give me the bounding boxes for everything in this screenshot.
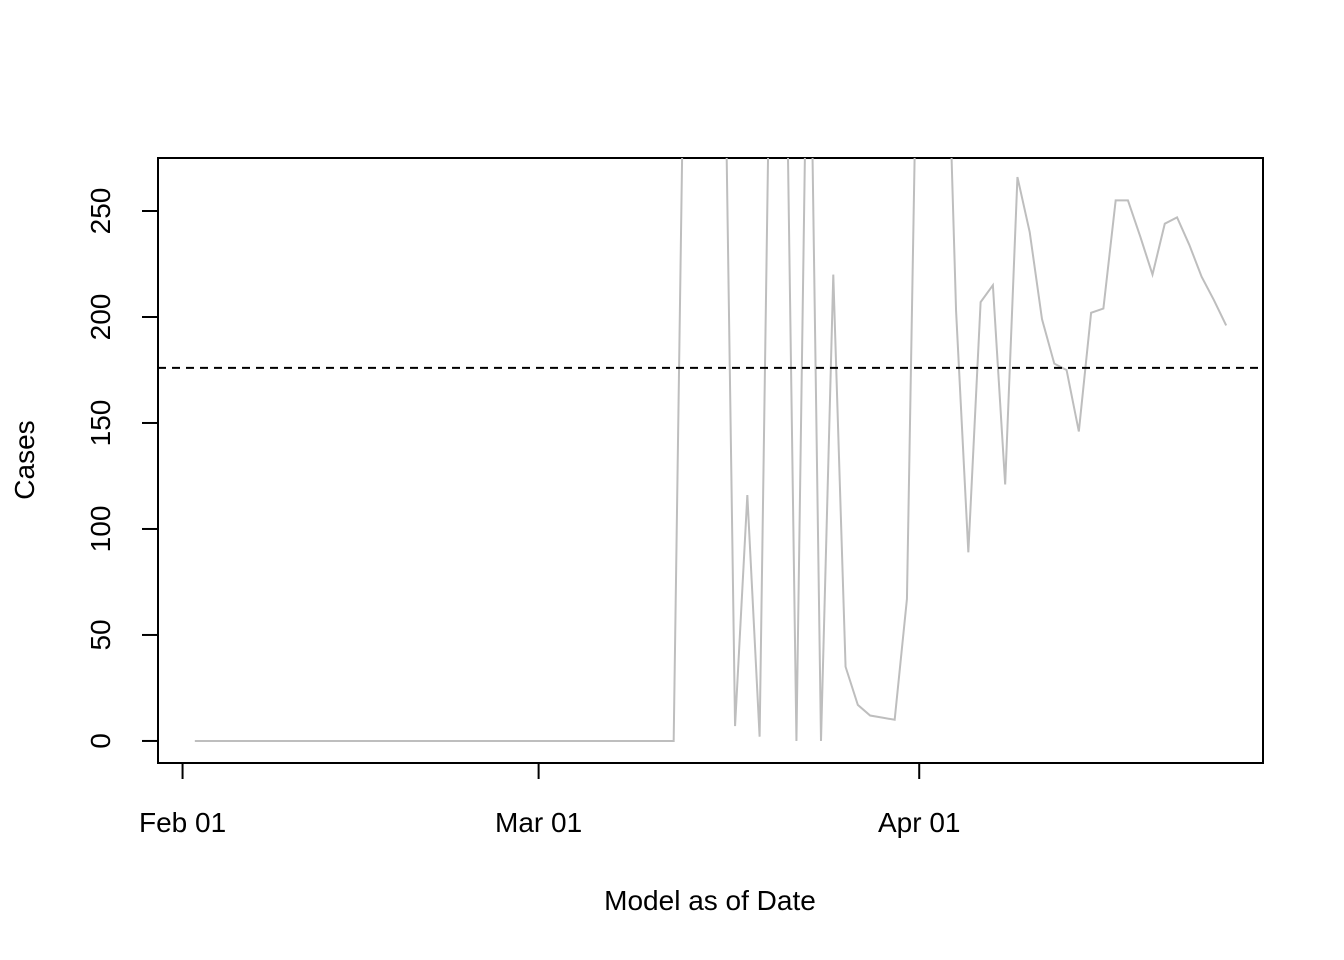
y-tick-label: 250 xyxy=(85,188,116,235)
x-tick-label: Apr 01 xyxy=(878,807,961,838)
x-tick-label: Mar 01 xyxy=(495,807,582,838)
y-tick-label: 150 xyxy=(85,400,116,447)
y-tick-label: 200 xyxy=(85,294,116,341)
y-tick-label: 0 xyxy=(85,733,116,749)
x-axis-label: Model as of Date xyxy=(604,885,816,916)
x-tick-label: Feb 01 xyxy=(139,807,226,838)
series-line xyxy=(194,158,1228,742)
y-axis-label: Cases xyxy=(9,420,40,499)
plot-area xyxy=(158,158,1262,742)
y-tick-label: 100 xyxy=(85,506,116,553)
plot-frame xyxy=(157,157,1264,764)
y-tick-label: 50 xyxy=(85,619,116,650)
